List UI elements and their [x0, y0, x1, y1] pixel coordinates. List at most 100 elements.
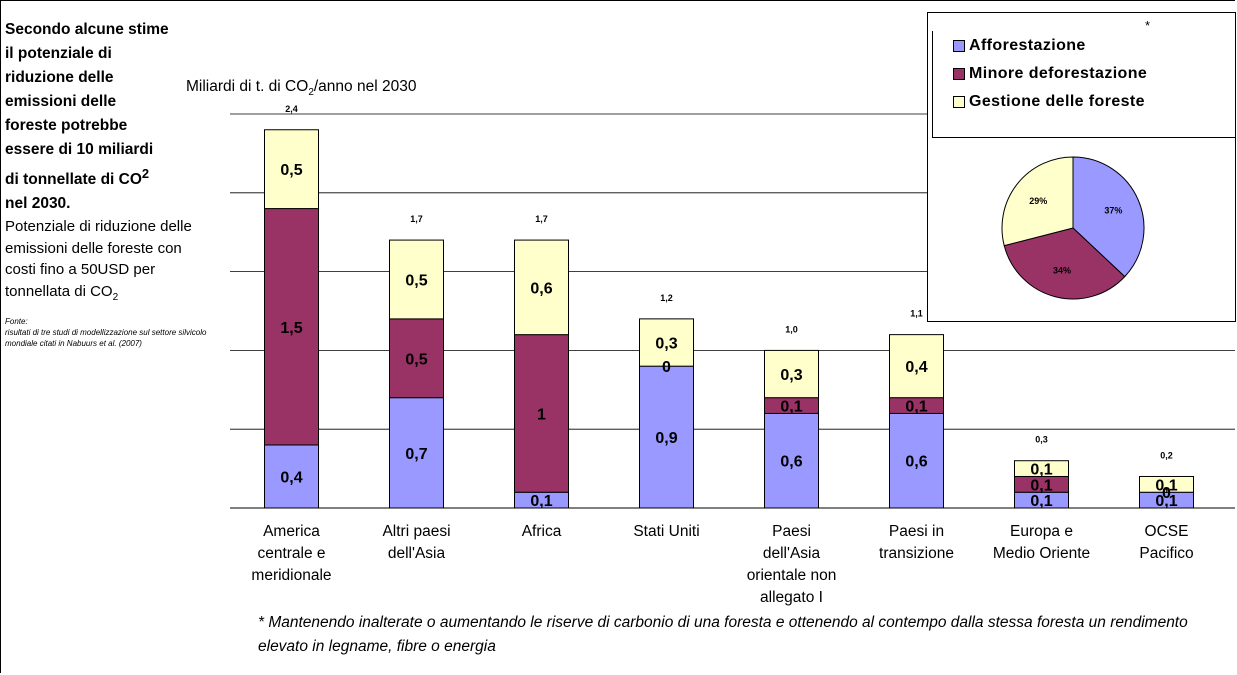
sidebar-text: Secondo alcune stime il potenziale di ri… [5, 18, 210, 349]
bar-value-label: 0,1 [1155, 493, 1177, 510]
bar-total-label: 1,0 [785, 324, 798, 334]
source-text: risultati di tre studi di modellizzazion… [5, 328, 207, 349]
heading-line: foreste potrebbe [5, 117, 128, 134]
bar-segment [764, 412, 819, 509]
legend-panel: * Afforestazione Minore deforestazione G… [927, 12, 1236, 322]
bar-total-label: 2,4 [285, 104, 298, 114]
heading-line: nel 2030. [5, 195, 71, 213]
pie-slice [1001, 156, 1074, 247]
category-label-line: Paesi [772, 523, 811, 540]
bar-value-label: 1 [537, 406, 546, 423]
bar-value-label: 0,6 [905, 454, 927, 471]
category-label: Europa e Medio Oriente [993, 523, 1090, 562]
legend-label: Minore deforestazione [969, 65, 1148, 82]
pie-value-label: 37% [1104, 206, 1122, 216]
legend-list: Afforestazione Minore deforestazione Ges… [932, 31, 1236, 138]
legend-item-minore-deforestazione: Minore deforestazione [933, 61, 1236, 87]
bar-segment [264, 444, 319, 509]
bar-total-label: 1,2 [660, 293, 673, 303]
bar-value-label: 0,4 [280, 469, 302, 486]
bar-segment [1014, 460, 1069, 477]
category-label: Altri paesi dell'Asia [382, 523, 450, 562]
category-label-line: America [263, 523, 320, 540]
category-label: Paesi dell'Asia orientale non allegato I [747, 523, 837, 606]
bar-value-label: 0,3 [780, 367, 802, 384]
category-label-line: allegato I [760, 589, 823, 606]
bar-value-label: 0,5 [405, 351, 427, 368]
heading-line: di tonnellate di CO2 [5, 162, 210, 192]
pie-slice [1072, 156, 1145, 278]
unit-text: Miliardi di t. di CO [186, 78, 309, 95]
unit-text-after: /anno nel 2030 [313, 78, 417, 95]
bar-segment [889, 334, 944, 399]
pie-chart: 37% 34% 29% [1001, 156, 1145, 300]
bar-segment [389, 318, 444, 399]
bar-value-label: 0,6 [780, 454, 802, 471]
heading-line: essere di 10 miliardi [5, 141, 154, 158]
bar-total-label: 0,3 [1035, 435, 1048, 445]
legend-label: Afforestazione [969, 37, 1086, 54]
sidebar-description: Potenziale di riduzione delle emissioni … [5, 216, 210, 308]
bar-segment [514, 239, 569, 336]
legend-swatch [953, 96, 965, 108]
category-label-line: Stati Uniti [633, 523, 699, 540]
bar-value-label: 0,5 [280, 162, 302, 179]
bar-segment [264, 129, 319, 210]
bar-total-label: 1,7 [535, 214, 548, 224]
category-label-line: meridionale [251, 567, 331, 584]
bar-value-label: 0,1 [530, 493, 552, 510]
bar-segment [889, 412, 944, 509]
category-label-line: transizione [879, 545, 954, 562]
bar-segment [264, 208, 319, 446]
category-label: Paesi in transizione [879, 523, 954, 562]
legend-swatch [953, 40, 965, 52]
heading-line: il potenziale di [5, 45, 112, 62]
legend-label: Gestione delle foreste [969, 93, 1145, 110]
heading-line: emissioni delle [5, 93, 117, 110]
legend-item-afforestazione: Afforestazione [933, 33, 1236, 59]
description-text: Potenziale di riduzione delle emissioni … [5, 218, 192, 300]
bar-value-label: 0,1 [905, 399, 927, 416]
category-label-line: centrale e [257, 545, 325, 562]
category-label-line: Altri paesi [382, 523, 450, 540]
category-label-line: Europa e [1010, 523, 1073, 540]
bar-value-label: 0,1 [1030, 462, 1052, 479]
bar-value-label: 0,1 [1030, 477, 1052, 494]
bar-segment [1139, 475, 1194, 493]
category-label-line: Paesi in [889, 523, 944, 540]
category-label: Africa [522, 523, 562, 540]
category-label-line: Medio Oriente [993, 545, 1090, 562]
pie-value-label: 29% [1029, 196, 1047, 206]
category-label-line: dell'Asia [388, 545, 446, 562]
legend-star: * [1145, 18, 1151, 33]
sidebar-source: Fonte: risultati di tre studi di modelli… [5, 316, 210, 349]
bar-value-label: 1,5 [280, 320, 302, 337]
pie-value-label: 34% [1053, 266, 1071, 276]
bar-value-label: 0 [662, 359, 671, 376]
bar-value-label: 0,1 [780, 399, 802, 416]
category-label: Stati Uniti [633, 523, 699, 540]
bar-segment [514, 334, 569, 493]
bar-value-label: 0,6 [530, 280, 552, 297]
unit-sub: 2 [308, 87, 314, 99]
category-label: America centrale e meridionale [251, 523, 331, 584]
bar-value-label: 0,4 [905, 359, 927, 376]
unit-label: Miliardi di t. di CO2/anno nel 2030 [186, 78, 416, 98]
category-label: OCSE Pacifico [1139, 523, 1193, 562]
footnote: * Mantenendo inalterate o aumentando le … [258, 614, 1188, 655]
category-label-line: orientale non [747, 567, 837, 584]
heading-sup: 2 [141, 166, 150, 181]
description-sub: 2 [112, 291, 119, 303]
category-label-line: Africa [522, 523, 562, 540]
bar-value-label: 0,1 [1155, 477, 1177, 494]
bar-value-label: 0,3 [655, 336, 677, 353]
bar-segment [389, 239, 444, 320]
bar-segment [389, 397, 444, 509]
category-label-line: Pacifico [1139, 545, 1193, 562]
pie-slice [1003, 227, 1126, 300]
category-label-line: OCSE [1145, 523, 1189, 540]
category-label-line: dell'Asia [763, 545, 821, 562]
bar-total-label: 1,7 [410, 214, 423, 224]
heading-line: Secondo alcune stime [5, 21, 169, 38]
bar-value-label: 0,5 [405, 272, 427, 289]
